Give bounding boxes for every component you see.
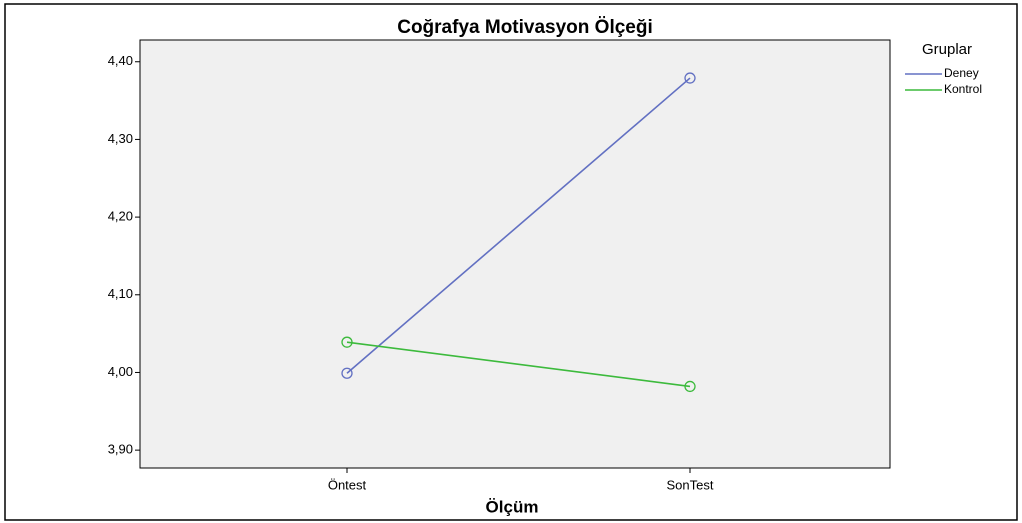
series-line bbox=[346, 77, 691, 374]
point-marker bbox=[341, 367, 353, 379]
y-tick-label: 4,40 bbox=[108, 53, 133, 68]
y-tick-label: 4,20 bbox=[108, 209, 133, 224]
legend-label: Kontrol bbox=[944, 82, 982, 96]
x-tick-label: Öntest bbox=[328, 477, 367, 492]
y-tick-label: 4,10 bbox=[108, 286, 133, 301]
legend-label: Deney bbox=[944, 66, 979, 80]
chart-title: Coğrafya Motivasyon Ölçeği bbox=[397, 17, 653, 38]
point-marker bbox=[341, 336, 353, 348]
legend-title: Gruplar bbox=[922, 41, 972, 58]
series-line bbox=[346, 341, 691, 388]
y-tick-label: 4,30 bbox=[108, 131, 133, 146]
point-marker bbox=[684, 72, 696, 84]
y-tick-label: 4,00 bbox=[108, 364, 133, 379]
plot-area bbox=[139, 39, 891, 469]
point-marker bbox=[684, 380, 696, 393]
y-tick-label: 3,90 bbox=[108, 442, 133, 457]
x-axis-label: Ölçüm bbox=[486, 497, 539, 516]
x-tick-label: SonTest bbox=[667, 477, 714, 492]
